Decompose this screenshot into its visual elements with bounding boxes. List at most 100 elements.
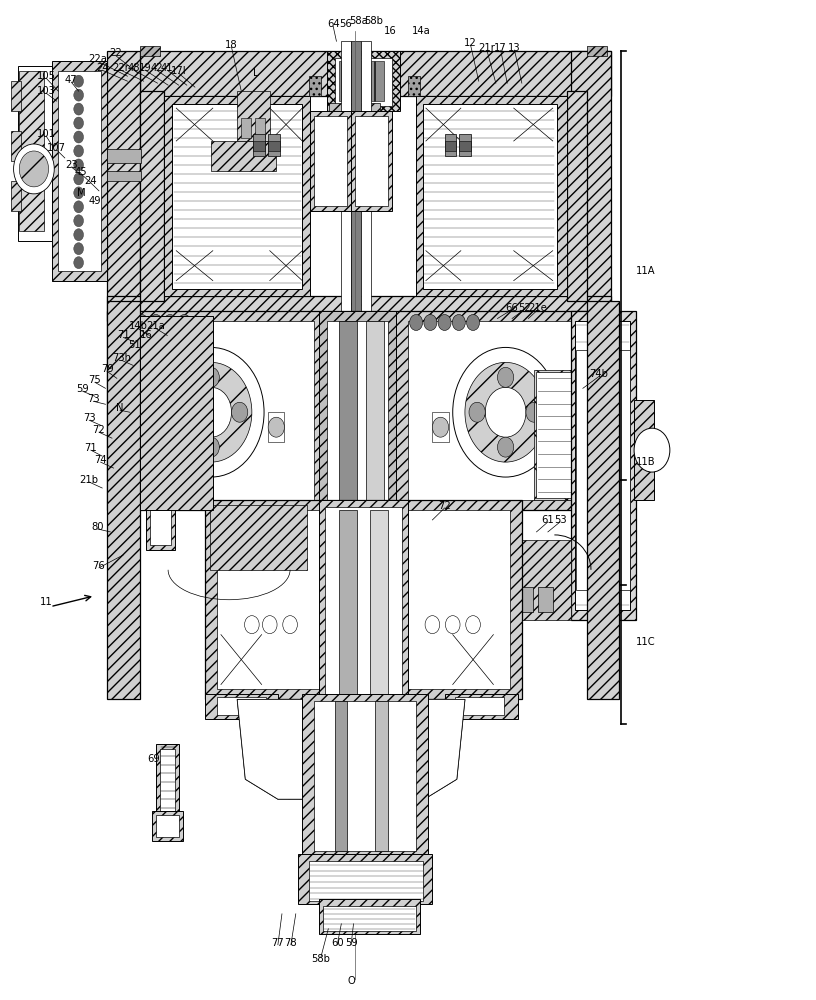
Bar xyxy=(432,412,449,442)
Circle shape xyxy=(73,187,83,199)
Circle shape xyxy=(73,229,83,241)
Text: 18: 18 xyxy=(225,40,237,50)
Text: M: M xyxy=(77,188,86,198)
Circle shape xyxy=(467,315,480,330)
Text: 71: 71 xyxy=(85,443,97,453)
Bar xyxy=(211,141,277,171)
Text: 24: 24 xyxy=(85,176,97,186)
Text: 42: 42 xyxy=(150,63,163,73)
Text: 52: 52 xyxy=(518,303,530,313)
Bar xyxy=(140,51,611,96)
Circle shape xyxy=(486,387,526,437)
Text: 60: 60 xyxy=(331,938,344,948)
Circle shape xyxy=(498,367,514,387)
Bar xyxy=(339,510,357,699)
Text: 105: 105 xyxy=(37,71,55,81)
Circle shape xyxy=(164,315,176,330)
Bar xyxy=(341,41,351,699)
Bar xyxy=(318,311,396,510)
Text: 16: 16 xyxy=(384,26,397,36)
Bar xyxy=(375,701,388,851)
Text: 72: 72 xyxy=(92,425,105,435)
Bar xyxy=(459,141,471,151)
Text: 59: 59 xyxy=(344,938,357,948)
Bar xyxy=(107,301,140,699)
Text: 11: 11 xyxy=(40,597,52,607)
Bar xyxy=(355,103,379,143)
Bar xyxy=(355,116,388,206)
Bar xyxy=(574,321,630,610)
Circle shape xyxy=(73,173,83,185)
Bar xyxy=(172,104,302,289)
Text: 66: 66 xyxy=(506,303,518,313)
Text: 14b: 14b xyxy=(129,321,148,331)
Circle shape xyxy=(158,347,264,477)
Bar xyxy=(125,378,141,398)
Bar xyxy=(164,96,310,296)
Text: 45: 45 xyxy=(75,167,87,177)
Circle shape xyxy=(410,315,423,330)
Circle shape xyxy=(203,437,220,457)
Circle shape xyxy=(425,616,440,634)
Circle shape xyxy=(73,215,83,227)
Circle shape xyxy=(268,417,285,437)
Text: 14a: 14a xyxy=(411,26,430,36)
Bar xyxy=(107,51,140,301)
Circle shape xyxy=(469,402,486,422)
Bar xyxy=(570,51,611,301)
Bar xyxy=(268,134,280,156)
Bar xyxy=(11,131,21,161)
Text: 78: 78 xyxy=(285,938,297,948)
Bar xyxy=(538,587,552,612)
Circle shape xyxy=(20,151,49,187)
Bar xyxy=(138,412,154,442)
Bar xyxy=(210,505,307,570)
Bar xyxy=(160,749,175,811)
Bar xyxy=(205,694,278,719)
Text: 74b: 74b xyxy=(590,369,609,379)
Bar xyxy=(308,76,321,96)
Circle shape xyxy=(446,616,460,634)
Bar xyxy=(107,171,141,181)
Bar xyxy=(587,301,619,699)
Bar xyxy=(416,96,566,296)
Circle shape xyxy=(73,103,83,115)
Bar xyxy=(217,510,510,689)
Bar xyxy=(302,694,428,859)
Bar xyxy=(576,350,630,590)
Bar xyxy=(140,91,164,301)
Circle shape xyxy=(263,616,277,634)
Bar xyxy=(308,861,423,901)
Text: 56: 56 xyxy=(339,19,352,29)
Bar xyxy=(355,61,367,101)
Bar xyxy=(119,321,314,500)
Bar xyxy=(11,181,21,211)
Bar xyxy=(217,697,266,715)
Circle shape xyxy=(283,616,297,634)
Bar xyxy=(20,71,44,231)
Bar xyxy=(268,412,285,442)
Circle shape xyxy=(232,402,248,422)
Bar xyxy=(335,701,347,851)
Text: 73: 73 xyxy=(87,394,100,404)
Bar xyxy=(254,134,265,156)
Bar xyxy=(562,412,579,442)
Circle shape xyxy=(73,89,83,101)
Circle shape xyxy=(149,315,162,330)
Bar xyxy=(314,116,347,206)
Bar xyxy=(634,400,654,500)
Bar xyxy=(58,71,100,271)
Bar xyxy=(310,111,351,211)
Circle shape xyxy=(432,417,449,437)
Text: 12: 12 xyxy=(464,38,477,48)
Bar xyxy=(423,104,557,289)
Text: 103: 103 xyxy=(37,86,55,96)
Bar xyxy=(570,311,636,620)
Bar xyxy=(329,103,353,143)
Text: 74: 74 xyxy=(95,455,107,465)
Bar xyxy=(268,141,280,151)
Bar xyxy=(371,61,384,101)
Bar xyxy=(11,81,21,111)
Bar xyxy=(366,321,384,500)
Circle shape xyxy=(73,159,83,171)
